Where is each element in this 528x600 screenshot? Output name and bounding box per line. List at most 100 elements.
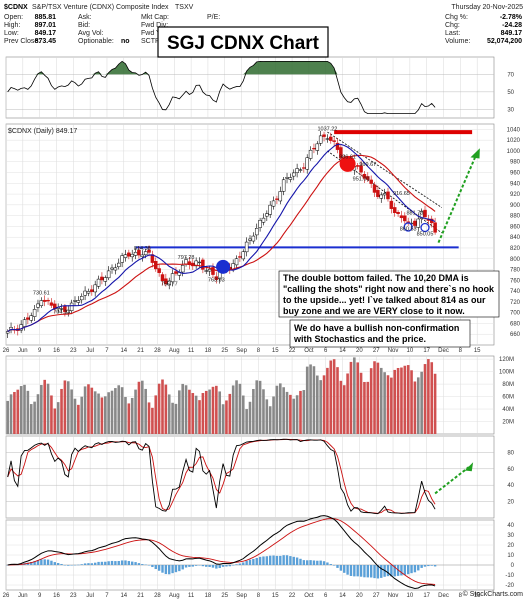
macd-hist-bar: [110, 560, 114, 565]
volume-bar: [221, 404, 225, 434]
candle: [211, 267, 215, 275]
macd-hist-bar: [403, 565, 407, 575]
x-tick-label: 7: [105, 348, 109, 354]
volume-bar: [433, 373, 437, 434]
macd-hist-bar: [73, 564, 77, 566]
macd-hist-bar: [423, 565, 427, 567]
macd-hist-bar: [225, 565, 228, 567]
volume-bar: [110, 390, 114, 434]
volume-bar: [427, 359, 430, 434]
x-tick-label-bottom: 25: [221, 593, 228, 599]
volume-bar: [90, 387, 94, 434]
macd-hist-bar: [316, 560, 319, 565]
candle: [170, 273, 175, 283]
field-label: Chg:: [445, 22, 460, 29]
price-annotation: 916.65: [393, 191, 410, 197]
field-label: Last:: [445, 30, 460, 37]
volume-bar: [194, 395, 198, 434]
axes: 26 26 Jun Jun 9 9 16 16 23 23 Jul Jul 7 7 14 14 21 21 28 28…: [3, 348, 482, 599]
candle: [379, 194, 384, 199]
price-tick-label: 980: [510, 160, 521, 166]
macd-hist-bar: [208, 565, 211, 567]
candle: [143, 251, 148, 256]
chart-title: SGJ CDNX Chart: [167, 33, 320, 54]
volume-bar: [198, 400, 201, 434]
candle: [413, 220, 417, 226]
candle: [29, 315, 33, 321]
macd-hist-bar: [339, 565, 343, 571]
volume-bar: [208, 389, 211, 434]
candle: [359, 165, 363, 173]
candle: [133, 251, 138, 256]
macd-hist-bar: [302, 560, 306, 565]
volume-bar: [255, 380, 259, 434]
volume-bar: [416, 377, 420, 434]
volume-bar: [164, 384, 168, 434]
candle: [308, 149, 313, 159]
candle: [392, 207, 397, 214]
volume-bar: [369, 368, 373, 434]
x-tick-label-bottom: 20: [356, 593, 363, 599]
macd-hist-bar: [376, 565, 380, 579]
macd-panel: -20 -10 0 10 20 30 40: [6, 515, 515, 589]
candle: [22, 319, 27, 327]
macd-hist-bar: [137, 563, 141, 565]
volume-bar: [390, 377, 393, 434]
price-tick-label: 720: [510, 300, 521, 306]
price-annotation: 756.77: [161, 282, 178, 288]
x-tick-label-bottom: Nov: [388, 593, 399, 599]
low-ring-2: [420, 222, 430, 233]
x-tick-label: 16: [53, 348, 60, 354]
x-tick-label-bottom: 15: [474, 593, 481, 599]
x-tick-label: 10: [407, 348, 414, 354]
macd-hist-bar: [353, 565, 356, 577]
volume-tick-label: 100M: [499, 370, 514, 376]
macd-hist-bar: [215, 565, 218, 569]
macd-hist-bar: [67, 565, 70, 566]
volume-bar: [63, 380, 67, 434]
volume-tick-label: 60M: [502, 395, 514, 401]
volume-bar: [201, 393, 205, 434]
candle: [244, 241, 249, 253]
candle: [63, 306, 67, 312]
field-value: -24.28: [502, 22, 522, 29]
candle: [241, 251, 246, 260]
annotation-2-line-1: We do have a bullish non-confirmation: [294, 323, 459, 333]
price-annotation: 860.53: [400, 227, 417, 233]
x-tick-label: 14: [339, 348, 346, 354]
candle: [76, 300, 81, 303]
stoch-tick-label: 60: [507, 467, 514, 473]
macd-hist-bar: [174, 565, 178, 573]
x-tick-label-bottom: 23: [70, 593, 77, 599]
volume-tick-label: 40M: [502, 407, 514, 413]
price-annotation: 986.61: [339, 154, 356, 160]
x-tick-label: 28: [154, 348, 161, 354]
price-tick-label: 860: [510, 224, 521, 230]
sell-marker: [339, 155, 356, 172]
volume-bar: [174, 403, 178, 434]
price-tick-label: 680: [510, 321, 521, 327]
volume-bar: [80, 396, 84, 434]
volume-bar: [56, 402, 60, 434]
x-tick-label-bottom: Aug: [169, 593, 180, 599]
x-tick-label-bottom: 7: [105, 593, 109, 599]
field-label: Mkt Cap:: [141, 14, 169, 21]
macd-hist-bar: [46, 559, 50, 565]
macd-tick-label: 30: [507, 533, 514, 539]
volume-bar: [393, 369, 397, 434]
x-tick-label-bottom: Sep: [236, 593, 247, 599]
macd-hist-bar: [322, 561, 326, 565]
candle: [164, 278, 168, 285]
projection-arrow: [437, 155, 477, 243]
volume-bar: [191, 393, 195, 434]
volume-bar: [413, 381, 417, 434]
macd-hist-bar: [107, 561, 110, 565]
volume-bar: [231, 385, 235, 434]
volume-bar: [396, 367, 400, 434]
macd-hist-bar: [228, 565, 232, 567]
x-tick-label: 6: [324, 348, 328, 354]
candle: [69, 302, 74, 311]
macd-hist-bar: [343, 565, 346, 573]
field-label: Fwd Div:: [141, 22, 168, 29]
macd-hist-bar: [90, 563, 94, 565]
